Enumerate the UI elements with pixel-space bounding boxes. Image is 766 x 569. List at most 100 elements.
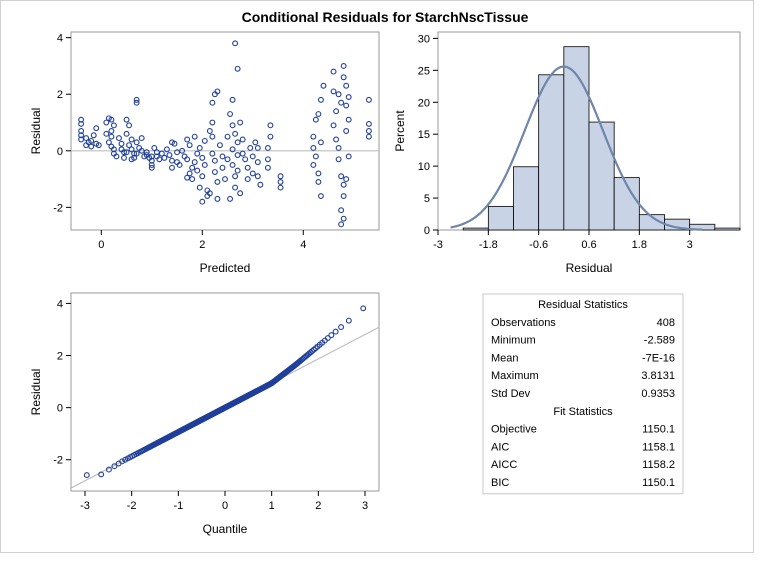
y-tick-label: 25 <box>418 65 430 77</box>
residual-point <box>83 135 90 142</box>
residual-point <box>254 145 261 151</box>
residual-point <box>222 176 228 183</box>
residual-point <box>133 99 140 106</box>
x-tick-label: -2 <box>127 500 137 512</box>
y-tick-label: 4 <box>57 298 63 310</box>
stats-row-value: 1158.2 <box>642 459 675 471</box>
stats-row-label: AICC <box>491 459 517 471</box>
residual-point <box>330 68 337 75</box>
residual-point <box>186 170 193 177</box>
residual-point <box>229 146 236 153</box>
residual-point <box>338 221 345 228</box>
residual-point <box>232 173 239 180</box>
residual-point <box>169 164 175 171</box>
residual-point <box>110 146 117 153</box>
y-tick-label: -2 <box>53 455 63 467</box>
stats-row-value: 1158.1 <box>642 441 675 453</box>
residual-point <box>133 139 140 146</box>
residual-point <box>340 193 347 200</box>
qq-plot-panel: -3 -2 -1 0 1 2 3 -2 0 2 4 Quantile Residual <box>29 292 380 536</box>
residual-point <box>128 156 135 163</box>
residual-point <box>317 96 324 103</box>
x-tick-label: 3 <box>362 500 368 512</box>
stats-row-value: 1150.1 <box>642 424 675 436</box>
residual-point <box>264 164 271 171</box>
residual-point <box>199 173 206 180</box>
residual-point <box>249 170 256 177</box>
residual-point <box>252 139 259 146</box>
y-tick-label: 4 <box>57 33 63 45</box>
residual-point <box>315 170 322 177</box>
residual-point <box>176 161 183 168</box>
histogram-bar <box>588 121 615 231</box>
stats-row-value: -7E-16 <box>642 352 675 364</box>
x-tick-label: 2 <box>315 500 321 512</box>
residual-point <box>116 135 122 142</box>
residual-point <box>78 132 85 139</box>
residual-point <box>123 149 130 156</box>
residual-point <box>133 96 140 103</box>
residual-point <box>335 91 342 98</box>
residual-point <box>365 120 372 127</box>
histogram-bar <box>462 227 489 231</box>
stats-row-value: 1150.1 <box>642 477 675 489</box>
residual-point <box>78 120 85 127</box>
residual-point <box>320 82 327 89</box>
stats-table-border <box>482 293 684 495</box>
y-tick-label: 0 <box>57 146 63 158</box>
y-tick-label: 10 <box>418 161 430 173</box>
residual-point <box>239 150 246 157</box>
residual-point <box>219 153 226 160</box>
residual-point <box>78 128 85 134</box>
residual-point <box>277 173 284 180</box>
x-tick-label: 0.6 <box>581 239 596 251</box>
residual-point <box>191 133 198 140</box>
residual-point <box>163 146 170 153</box>
histogram-bar <box>689 223 716 231</box>
residual-point <box>214 178 221 185</box>
residual-point <box>113 153 120 160</box>
residual-point <box>121 154 127 161</box>
residual-point <box>148 164 155 171</box>
residual-point <box>229 96 236 103</box>
residual-point <box>166 152 173 158</box>
stats-row-label: Objective <box>491 424 537 436</box>
y-tick-label: -2 <box>53 202 63 214</box>
residual-point <box>148 157 155 164</box>
qq-point <box>338 324 345 331</box>
residual-point <box>209 99 216 106</box>
residual-point <box>184 156 191 163</box>
residual-point <box>312 153 319 160</box>
residual-point <box>343 128 350 134</box>
residual-point <box>254 159 261 166</box>
residual-point <box>189 164 196 171</box>
y-tick-label: 15 <box>418 129 430 141</box>
residual-point <box>93 125 100 132</box>
residual-point <box>179 147 186 154</box>
residual-point <box>194 167 201 174</box>
stats-row-label: Mean <box>491 352 519 364</box>
residual-point <box>123 130 130 137</box>
residual-point <box>95 142 102 149</box>
residual-point <box>310 133 317 140</box>
qq-point <box>328 332 335 339</box>
panel2-ylabel: Percent <box>393 110 407 152</box>
residual-point <box>88 143 95 150</box>
residual-point <box>199 198 206 205</box>
qq-point <box>105 466 112 473</box>
x-tick-label: 0 <box>98 239 104 251</box>
residual-point <box>277 178 284 185</box>
residual-point <box>148 161 155 168</box>
panel1-frame <box>70 31 380 231</box>
stats-row-label: AIC <box>491 441 509 453</box>
residual-point <box>103 119 110 126</box>
residual-point <box>340 215 347 222</box>
x-tick-label: -0.6 <box>529 239 548 251</box>
residual-point <box>267 122 274 129</box>
residual-point <box>126 142 133 149</box>
residual-point <box>206 128 213 134</box>
panel3-ylabel: Residual <box>29 369 43 416</box>
residual-point <box>267 133 274 140</box>
